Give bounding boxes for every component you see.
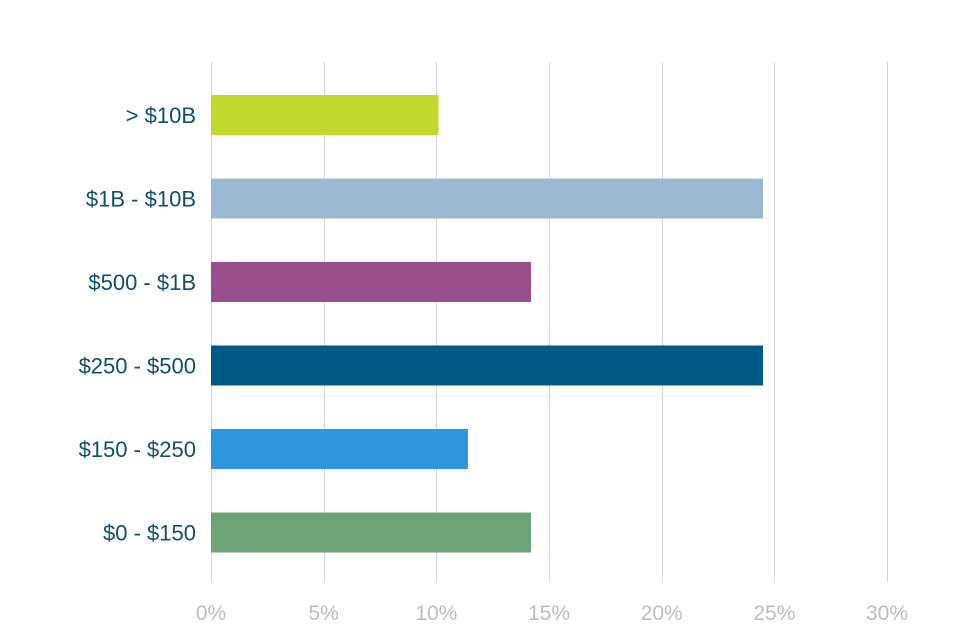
bar <box>211 512 531 553</box>
bar <box>211 262 531 302</box>
category-label: $250 - $500 <box>79 354 196 379</box>
category-label: $0 - $150 <box>103 521 196 546</box>
x-tick-label: 0% <box>196 602 226 625</box>
x-tick-label: 30% <box>866 602 908 625</box>
category-label: $150 - $250 <box>79 437 196 462</box>
bar <box>211 95 439 135</box>
x-tick-labels: 0% 5% 10% 15% 20% 25% 30% <box>196 602 908 625</box>
bar <box>211 429 468 469</box>
x-tick-label: 20% <box>641 602 683 625</box>
x-tick-label: 5% <box>308 602 338 625</box>
bar <box>211 345 764 386</box>
bar <box>211 178 764 219</box>
x-tick-label: 10% <box>415 602 457 625</box>
category-label: $500 - $1B <box>88 270 196 295</box>
x-tick-label: 25% <box>753 602 795 625</box>
x-tick-label: 15% <box>528 602 570 625</box>
category-labels: > $10B $1B - $10B $500 - $1B $250 - $500 $15… <box>79 103 196 546</box>
category-label: $1B - $10B <box>86 187 196 212</box>
category-label: > $10B <box>126 103 196 128</box>
bars <box>211 95 764 553</box>
gridlines <box>211 62 888 582</box>
